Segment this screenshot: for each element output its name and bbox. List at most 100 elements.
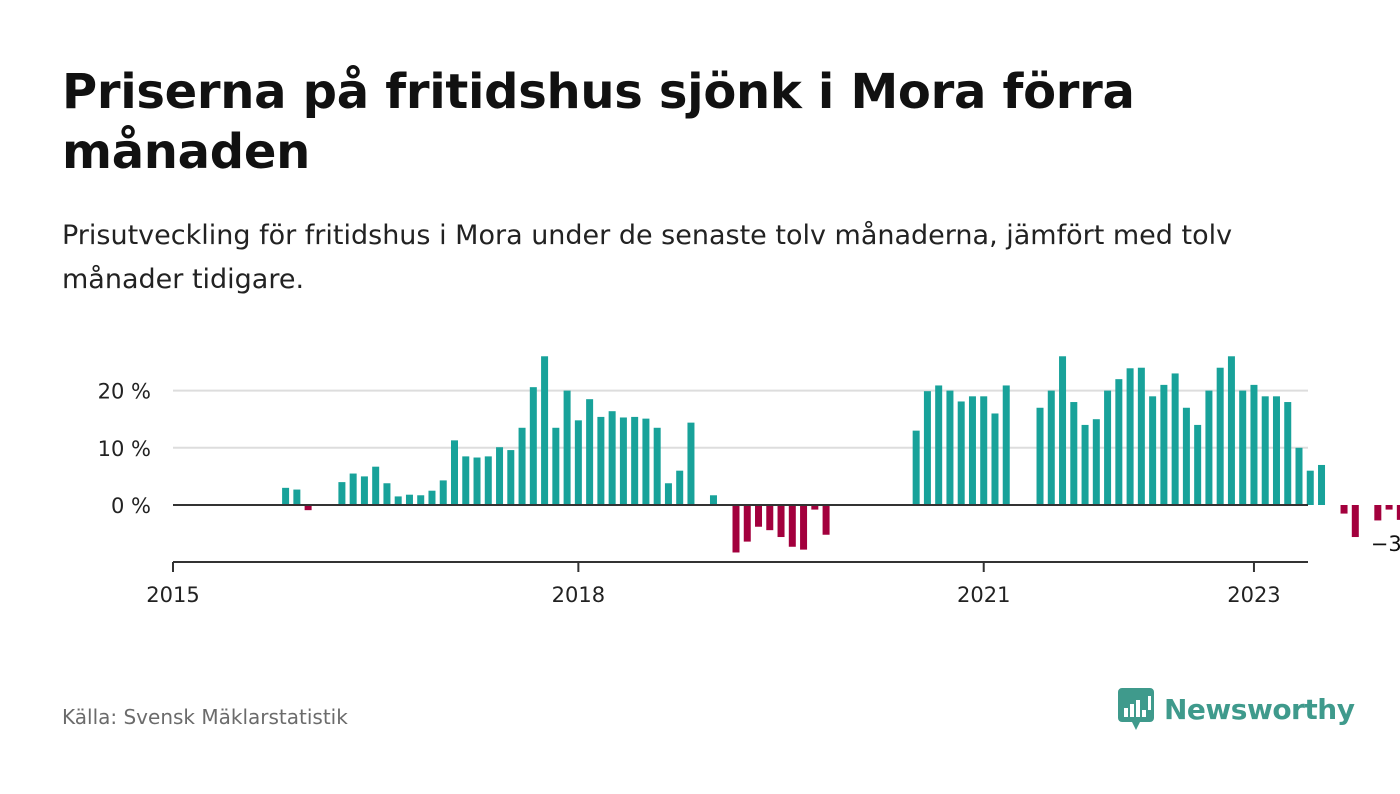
bar [991,413,999,505]
bar [923,391,931,505]
bar [282,487,290,505]
bar [619,417,627,505]
bar [1340,505,1348,514]
bar [980,396,988,505]
bar [473,457,481,505]
bar [529,387,537,505]
chart-subtitle: Prisutveckling för fritidshus i Mora und… [62,220,1233,295]
bar [372,466,380,505]
bar [946,390,954,505]
bar [586,399,594,505]
y-tick-label: 10 % [98,437,151,461]
bar [1092,419,1100,505]
bars [282,356,1400,553]
bar [1227,356,1235,505]
x-tick-label: 2023 [1227,583,1280,607]
bar [1149,396,1157,505]
bar [428,490,436,505]
bar [608,411,616,505]
bar [664,483,672,505]
bar [439,480,447,505]
bar [1374,505,1382,521]
bar [1385,505,1393,510]
bar [1160,384,1168,505]
bar [1115,379,1123,505]
bar [777,505,785,538]
bar [800,505,808,550]
bar [1239,390,1247,505]
bar [394,496,402,505]
bar [631,416,639,505]
bar [563,390,571,505]
bar [1261,396,1269,505]
x-tick-label: 2021 [957,583,1010,607]
newsworthy-logo[interactable]: Newsworthy [1118,688,1355,730]
bar [1295,447,1303,505]
bar [462,456,470,505]
bar [507,450,515,505]
bar [687,422,695,505]
y-tick-label: 20 % [98,380,151,404]
bar [360,476,368,505]
bar [912,430,920,505]
bar [1059,356,1067,505]
y-tick-label: 0 % [111,494,151,518]
bar [1205,390,1213,505]
source-note: Källa: Svensk Mäklarstatistik [62,705,348,729]
bar [766,505,774,531]
bar [709,495,717,505]
bar [304,505,312,511]
chart-title: Priserna på fritidshus sjönk i Mora förr… [62,64,1135,180]
bar [597,416,605,505]
bar [293,489,301,505]
last-value-label: −3 % [1371,532,1400,556]
bar-chart-speech-bubble-icon [1118,688,1154,730]
bar [1306,470,1314,505]
bar [811,505,819,510]
bar [788,505,796,547]
bar [383,483,391,505]
labels: 0 % 10 % 20 % 2015 2018 2021 2023 −3 % [98,380,1400,607]
bar [1070,402,1078,505]
bar [338,482,346,505]
bar [1137,367,1145,505]
bar [732,505,740,553]
bar [676,470,684,505]
bar [1081,424,1089,505]
bar [642,418,650,505]
bar [755,505,763,527]
bar [541,356,549,505]
bar [451,440,458,505]
gridlines [173,389,1308,449]
x-tick-label: 2018 [552,583,605,607]
bar [1194,424,1202,505]
bar [1284,402,1292,505]
bar [405,494,413,505]
bar [935,385,943,505]
bar [417,495,425,505]
bar [574,420,582,505]
bar [1250,384,1258,505]
x-tick-label: 2015 [146,583,199,607]
bar [743,505,751,542]
logo-text: Newsworthy [1164,692,1355,726]
bar [1104,390,1112,505]
bar [1171,373,1179,505]
axes [172,504,1308,572]
bar [484,456,492,505]
bar [552,427,560,505]
bar [1182,407,1190,505]
bar [1002,385,1010,505]
bar [1318,464,1326,505]
bar [957,401,965,505]
bar [1396,505,1400,520]
bar [968,396,976,505]
bar [518,427,526,505]
bar [1216,367,1224,505]
bar [653,427,661,505]
bar [822,505,830,535]
bar [1047,390,1055,505]
bar [349,473,357,505]
bar [1272,396,1280,505]
bar [1126,368,1134,505]
